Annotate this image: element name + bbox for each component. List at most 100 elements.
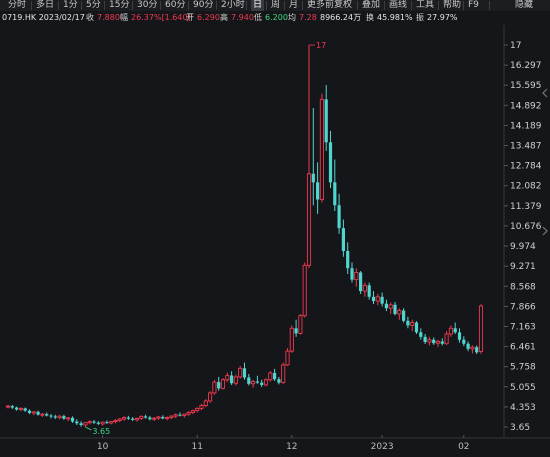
toolbar-item-2[interactable]: 1分 xyxy=(63,0,78,10)
candle-body xyxy=(359,272,363,292)
candle-body xyxy=(79,423,83,425)
candle xyxy=(31,411,36,416)
candle-body xyxy=(18,407,23,410)
candle-body xyxy=(316,182,320,200)
candle xyxy=(375,293,380,306)
toolbar-separator xyxy=(320,1,321,10)
candle xyxy=(440,338,444,346)
toolbar-item-18[interactable]: F9 xyxy=(468,0,479,10)
candle xyxy=(217,376,221,391)
candle-body xyxy=(212,381,217,394)
candle-body xyxy=(311,173,315,183)
candle-body xyxy=(298,315,303,334)
candle-body xyxy=(62,416,66,419)
candle-body xyxy=(87,421,92,424)
y-tick-label: 6.461 xyxy=(510,343,536,353)
amplitude-label: 振 xyxy=(416,13,424,22)
toolbar-item-9[interactable]: 日 xyxy=(251,0,265,11)
toolbar-separator xyxy=(188,1,189,10)
y-tick-label: 12.784 xyxy=(510,162,542,172)
x-tick-label: 12 xyxy=(286,442,297,452)
candle-body xyxy=(92,421,96,423)
candle xyxy=(79,421,83,427)
candle-body xyxy=(195,407,200,412)
candle xyxy=(66,416,71,422)
candle xyxy=(165,416,170,421)
candle-body xyxy=(432,339,436,344)
toolbar-item-14[interactable]: 叠加 xyxy=(362,0,381,10)
candle-body xyxy=(117,418,122,421)
toolbar-item-13[interactable]: 前复权 xyxy=(325,0,353,10)
candle-body xyxy=(341,228,345,252)
candle-body xyxy=(328,142,333,183)
candle xyxy=(260,379,264,387)
candle xyxy=(70,416,75,423)
candle xyxy=(23,407,27,412)
candle xyxy=(478,304,484,355)
toolbar-item-8[interactable]: 2小时 xyxy=(221,0,245,10)
right-edge-arrow-icon[interactable] xyxy=(540,226,550,240)
left-edge-arrow-icon[interactable] xyxy=(540,88,550,102)
candle xyxy=(212,379,217,395)
candle xyxy=(380,292,384,307)
candle-body xyxy=(294,328,298,334)
candle xyxy=(371,291,376,304)
toolbar-item-11[interactable]: 月 xyxy=(289,0,299,10)
candle xyxy=(220,378,226,390)
candle xyxy=(268,371,273,382)
candle xyxy=(346,242,350,274)
x-tick-label: 02 xyxy=(458,442,469,452)
candle-body xyxy=(105,422,109,424)
candle xyxy=(105,420,109,424)
toolbar-item-7[interactable]: 90分 xyxy=(193,0,214,10)
candle xyxy=(53,414,57,419)
toolbar-item-0[interactable]: 分时 xyxy=(8,0,27,10)
toolbar-item-10[interactable]: 周 xyxy=(271,0,281,10)
candle xyxy=(350,262,354,283)
toolbar-item-17[interactable]: 帮助 xyxy=(443,0,462,10)
amount-value: 8966.24万 xyxy=(320,13,362,22)
toolbar-item-16[interactable]: 工具 xyxy=(416,0,435,10)
candle-body xyxy=(173,414,178,417)
candle xyxy=(453,322,457,335)
toolbar-item-6[interactable]: 60分 xyxy=(165,0,186,10)
candle xyxy=(406,316,410,329)
candle xyxy=(75,419,79,425)
toolbar-item-5[interactable]: 30分 xyxy=(137,0,158,10)
y-tick-label: 5.758 xyxy=(510,363,536,373)
low-marker xyxy=(85,426,92,431)
candle xyxy=(92,419,96,424)
toolbar-separator xyxy=(246,1,247,10)
candle-body xyxy=(134,417,140,421)
toolbar-item-19[interactable]: 隐藏 xyxy=(515,0,534,10)
toolbar-separator xyxy=(104,1,105,10)
candle-body xyxy=(462,339,466,344)
candle-body xyxy=(27,410,32,413)
toolbar-item-4[interactable]: 15分 xyxy=(109,0,130,10)
candle-body xyxy=(165,417,170,420)
toolbar-item-1[interactable]: 多日 xyxy=(36,0,55,10)
candle xyxy=(419,328,423,340)
toolbar-separator xyxy=(160,1,161,10)
candle-body xyxy=(161,416,165,419)
toolbar-item-3[interactable]: 5分 xyxy=(86,0,101,10)
x-tick-label: 10 xyxy=(97,442,109,452)
toolbar-item-15[interactable]: 画线 xyxy=(389,0,408,10)
candle xyxy=(36,410,40,416)
toolbar-item-12[interactable]: 更多 xyxy=(307,0,326,10)
candle-body xyxy=(285,350,290,366)
candle-body xyxy=(100,421,105,425)
candle xyxy=(5,404,11,409)
candle xyxy=(444,331,449,345)
kline-chart[interactable]: 17 16.297 15.595 14.892 14.189 13.487 12.784 12… xyxy=(0,25,550,453)
y-tick-label: 8.568 xyxy=(510,282,536,292)
kline-chart-svg[interactable]: 17 16.297 15.595 14.892 14.189 13.487 12.784 12… xyxy=(0,25,550,453)
candle xyxy=(57,415,62,420)
y-tick-label: 14.892 xyxy=(510,101,542,111)
y-tick-label: 11.379 xyxy=(510,202,542,212)
candle xyxy=(40,412,45,417)
candle-body xyxy=(31,411,36,414)
candle xyxy=(359,271,363,294)
high-label: 高 xyxy=(220,13,228,22)
candle-body xyxy=(230,375,234,384)
